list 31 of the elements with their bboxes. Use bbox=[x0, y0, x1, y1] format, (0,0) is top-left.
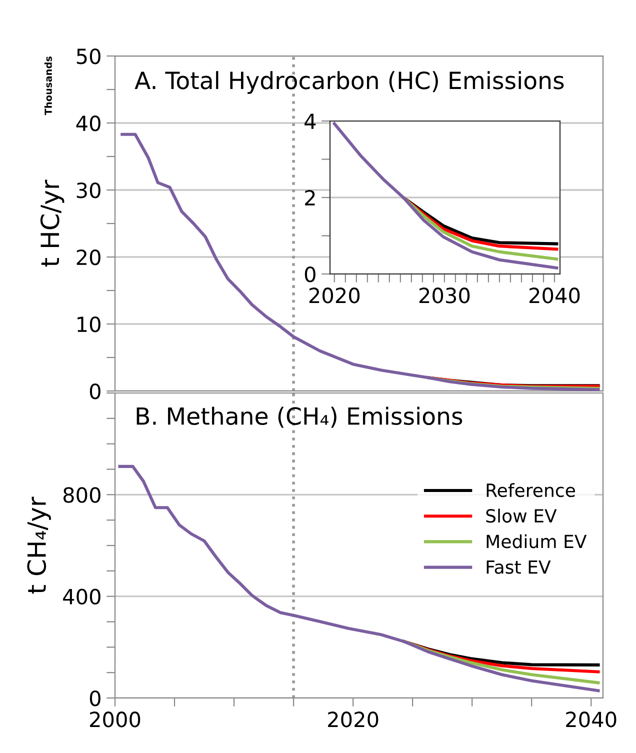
y-tick-label: 0 bbox=[304, 266, 316, 282]
y-tick-label: 20 bbox=[76, 249, 100, 266]
x-tick-label: 2030 bbox=[419, 288, 470, 304]
y-axis-title: t CH₄/yr bbox=[27, 496, 51, 594]
legend-label: Reference bbox=[486, 483, 576, 498]
y-tick-label: 2 bbox=[305, 190, 315, 206]
line-series bbox=[332, 122, 558, 270]
y-tick-label: 0 bbox=[90, 690, 100, 706]
line-series bbox=[118, 464, 600, 692]
x-tick-label: 2000 bbox=[90, 712, 140, 728]
text: Thousands bbox=[44, 56, 52, 116]
legend-label: Medium EV bbox=[486, 534, 587, 548]
y-tick-label: 4 bbox=[304, 114, 316, 129]
text: A. Total Hydrocarbon (HC) Emissions bbox=[134, 71, 564, 94]
y-tick-label: 30 bbox=[76, 182, 100, 198]
text: B. Methane (CH₄) Emissions bbox=[136, 406, 462, 428]
x-tick-label: 2020 bbox=[309, 288, 360, 304]
y-tick-label: 10 bbox=[78, 316, 100, 332]
y-tick-label: 50 bbox=[76, 48, 100, 64]
legend-label: Slow EV bbox=[486, 508, 557, 523]
y-tick-label: 400 bbox=[63, 588, 100, 605]
x-tick-label: 2020 bbox=[328, 712, 378, 728]
y-tick-label: 40 bbox=[76, 115, 100, 132]
y-tick-label: 800 bbox=[63, 487, 100, 503]
x-tick-label: 2040 bbox=[566, 712, 616, 728]
y-axis-title: t HC/yr bbox=[40, 180, 64, 267]
legend-label: Fast EV bbox=[486, 560, 551, 574]
x-tick-label: 2040 bbox=[530, 288, 580, 304]
line-series bbox=[120, 132, 600, 391]
y-tick-label: 0 bbox=[90, 383, 100, 400]
line-series bbox=[402, 196, 558, 261]
